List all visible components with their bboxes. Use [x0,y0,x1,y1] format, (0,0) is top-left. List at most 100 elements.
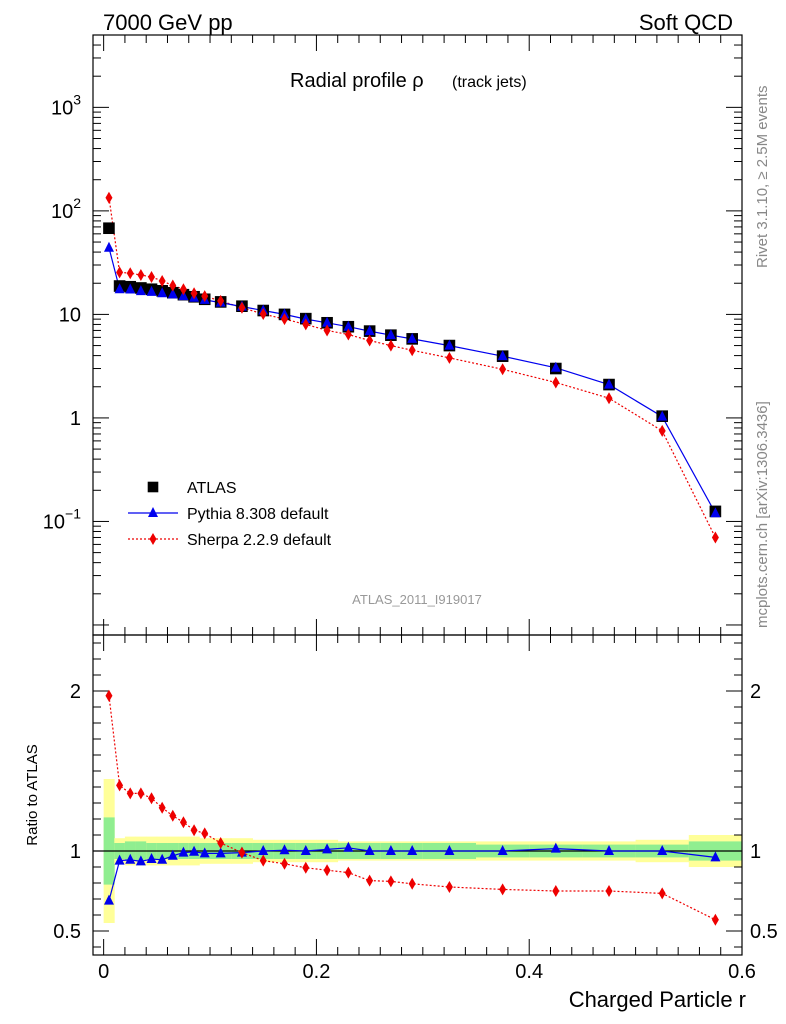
main-point-square [103,222,115,235]
ratio-point-triangle [178,846,189,857]
legend-label: Sherpa 2.2.9 default [187,532,332,549]
main-y-tick-label: 102 [51,195,81,223]
main-point-triangle [385,329,396,340]
main-point-diamond [217,294,225,307]
main-point-triangle [114,283,125,294]
main-point-triangle [497,350,508,361]
side-label-lower: mcplots.cern.ch [arXiv:1306.3436] [754,401,771,628]
main-point-diamond [148,270,156,283]
ratio-point-triangle [189,845,200,856]
main-point-triangle [550,361,561,372]
main-point-diamond [445,351,453,364]
main-point-diamond [711,531,719,544]
main-point-triangle [343,320,354,331]
ratio-point-diamond [323,864,331,877]
ratio-point-triangle [103,894,114,905]
ratio-point-triangle [279,844,290,855]
main-point-triangle [135,285,146,296]
legend-marker-diamond [149,533,157,545]
x-tick-label: 0.4 [515,961,543,983]
x-tick-label: 0 [98,961,109,983]
main-y-tick-label: 103 [51,91,81,119]
ratio-point-diamond [217,837,225,849]
ratio-point-diamond [126,787,134,800]
main-y-tick-label: 1 [70,408,81,430]
main-point-diamond [169,279,177,292]
main-point-triangle [444,339,455,350]
ratio-point-triangle [135,855,146,866]
header-right: Soft QCD [639,10,733,35]
ratio-point-diamond [169,809,177,822]
main-point-diamond [158,275,166,288]
ratio-point-triangle [258,845,269,855]
legend-marker-triangle [148,507,158,517]
main-point-diamond [281,313,289,326]
main-point-triangle [407,332,418,343]
main-series-line-triangle [108,247,716,514]
ratio-point-triangle [343,841,354,852]
ratio-point-diamond [605,885,613,897]
ratio-point-diamond [711,913,719,926]
ratio-point-diamond [552,885,560,897]
main-point-triangle [604,378,615,389]
main-point-triangle [710,507,721,518]
ratio-point-triangle [497,845,508,855]
main-point-diamond [201,290,209,303]
main-point-diamond [190,287,198,300]
main-series [103,191,722,544]
ratio-point-triangle [604,845,615,855]
main-point-diamond [658,424,666,437]
ratio-point-diamond [105,689,113,702]
main-point-diamond [105,191,113,204]
main-point-diamond [552,376,560,389]
main-point-diamond [238,301,246,314]
main-point-diamond [499,363,507,376]
main-point-diamond [408,344,416,357]
main-title: Radial profile ρ [290,70,424,92]
ratio-point-triangle [199,847,210,858]
x-tick-label: 0.6 [728,961,756,983]
main-point-diamond [605,392,613,405]
ratio-point-diamond [366,874,374,887]
ratio-point-diamond [499,883,507,896]
main-point-diamond [137,269,145,282]
legend: ATLAS Pythia 8.308 default Sherpa 2.2.9 de… [128,480,332,549]
main-y-tick-label: 10−1 [43,505,81,533]
main-point-diamond [116,266,124,279]
ratio-y-tick-label-right: 0.5 [750,921,778,943]
ratio-point-triangle [444,845,455,855]
main-point-diamond [126,267,134,280]
legend-label: ATLAS [187,480,237,497]
main-point-diamond [323,324,331,337]
ratio-point-diamond [408,877,416,890]
ratio-ylabel: Ratio to ATLAS [24,744,41,845]
x-tick-label: 0.2 [303,961,331,983]
legend-marker-square [147,481,159,493]
ratio-point-triangle [167,849,178,860]
ratio-point-diamond [116,779,124,792]
main-point-triangle [146,285,157,296]
ratio-point-diamond [179,816,187,829]
ratio-point-diamond [190,824,198,837]
ratio-point-triangle [385,845,396,855]
main-point-diamond [179,283,187,296]
main-point-triangle [103,241,114,252]
ratio-point-diamond [158,801,166,814]
ratio-point-diamond [658,887,666,900]
main-point-triangle [300,313,311,324]
ratio-point-diamond [148,792,156,805]
ratio-point-triangle [550,842,561,853]
ratio-point-triangle [322,843,333,854]
main-point-diamond [366,334,374,347]
ratio-point-triangle [125,853,136,864]
ratio-point-diamond [387,875,395,888]
ratio-y-tick-label: 0.5 [53,921,81,943]
ratio-point-triangle [364,845,375,855]
main-point-diamond [344,328,352,341]
analysis-watermark: ATLAS_2011_I919017 [352,592,482,607]
ratio-point-triangle [215,847,226,858]
x-axis-label: Charged Particle r [569,987,746,1012]
ratio-point-diamond [344,866,352,879]
ratio-y-tick-label-right: 1 [750,841,761,863]
